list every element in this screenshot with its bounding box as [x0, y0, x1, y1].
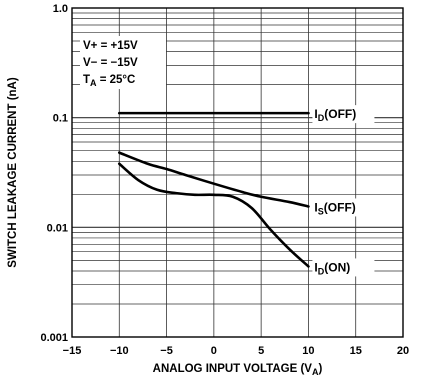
x-tick-label: 0 [211, 345, 217, 357]
conditions-background [80, 36, 166, 89]
plot-frame [71, 7, 404, 338]
x-axis-title: ANALOG INPUT VOLTAGE (VA) [153, 363, 323, 377]
x-tick-label: 10 [302, 345, 314, 357]
y-tick-label: 0.001 [40, 332, 68, 344]
x-tick-label: −5 [160, 345, 173, 357]
test-conditions: V+ = +15V V− = −15V TA = 25°C [80, 36, 166, 89]
x-tick-label: 5 [258, 345, 264, 357]
y-axis-ticks: 0.001 0.01 0.1 1.0 [40, 3, 68, 344]
y-tick-label: 0.01 [47, 222, 68, 234]
series-label-id-off: ID(OFF) [314, 107, 356, 123]
curve-is-off [117, 151, 310, 208]
label-bg-is-off [312, 198, 375, 217]
x-tick-label: 20 [397, 345, 409, 357]
y-tick-label: 1.0 [53, 3, 68, 15]
label-bg-id-on [312, 258, 375, 277]
condition-vplus: V+ = +15V [83, 40, 138, 52]
condition-temperature: TA = 25°C [83, 74, 135, 88]
series-curves [117, 111, 310, 268]
x-tick-label: −15 [63, 345, 82, 357]
x-axis-ticks: −15 −10 −5 0 5 10 15 20 [63, 345, 409, 357]
y-axis-title: SWITCH LEAKAGE CURRENT (nA) [7, 77, 19, 268]
curve-id-on [117, 162, 310, 268]
y-tick-label: 0.1 [53, 113, 68, 125]
series-labels: ID(OFF) IS(OFF) ID(ON) [312, 105, 375, 277]
series-label-is-off: IS(OFF) [314, 200, 355, 216]
series-label-id-on: ID(ON) [314, 260, 350, 276]
label-bg-id-off [312, 105, 375, 124]
x-tick-label: −10 [110, 345, 129, 357]
x-tick-label: 15 [350, 345, 362, 357]
condition-vminus: V− = −15V [83, 57, 138, 69]
